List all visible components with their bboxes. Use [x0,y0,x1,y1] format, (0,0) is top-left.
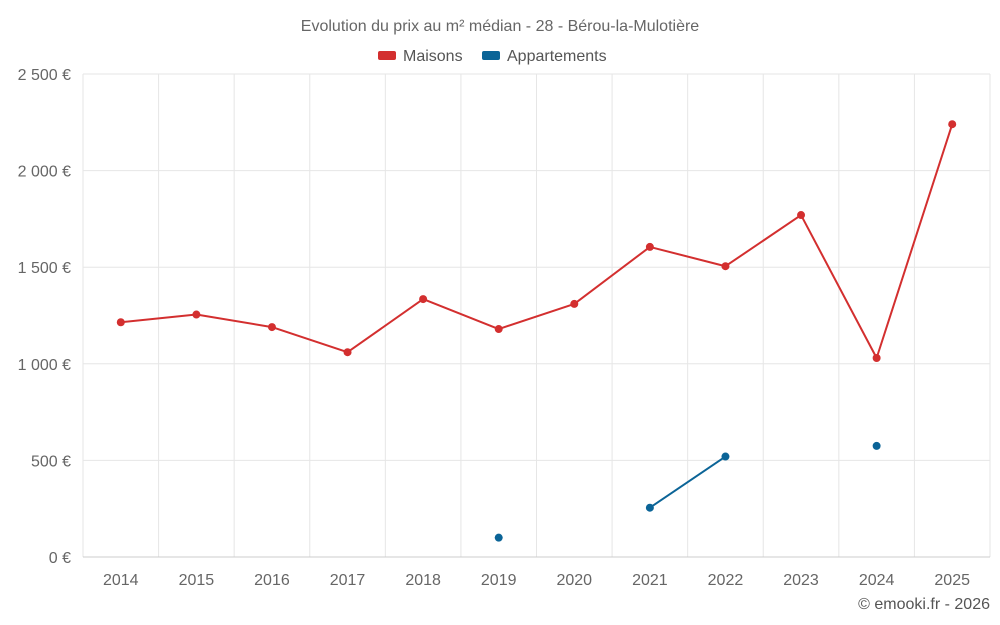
legend-item-maisons[interactable]: Maisons [378,48,463,65]
data-point-maisons[interactable] [267,323,276,332]
grid [82,73,991,557]
data-point-maisons[interactable] [797,211,806,220]
y-tick-label: 1 000 € [18,357,71,374]
data-point-appartements[interactable] [494,533,503,542]
data-point-maisons[interactable] [343,348,352,357]
y-tick-label: 2 000 € [18,164,71,181]
series-line-appartements [648,455,727,509]
legend-label-appartements: Appartements [507,48,607,65]
x-tick-label: 2025 [934,572,970,589]
x-tick-label: 2019 [481,572,517,589]
x-tick-label: 2023 [783,572,819,589]
data-point-appartements[interactable] [721,452,730,461]
x-tick-label: 2015 [179,572,215,589]
x-tick-label: 2021 [632,572,668,589]
data-point-maisons[interactable] [192,310,201,319]
legend-swatch-appartements [482,51,500,60]
y-tick-label: 2 500 € [18,67,71,84]
data-point-appartements[interactable] [645,503,654,512]
data-point-maisons[interactable] [116,318,125,327]
x-tick-label: 2020 [556,572,592,589]
legend-label-maisons: Maisons [403,48,463,65]
chart-title: Evolution du prix au m² médian - 28 - Bé… [301,18,700,35]
data-point-maisons[interactable] [948,120,957,129]
y-tick-label: 1 500 € [18,260,71,277]
series-appartements [494,441,881,542]
data-point-maisons[interactable] [419,295,428,304]
series-line-maisons [119,123,954,360]
x-tick-label: 2018 [405,572,441,589]
legend-swatch-maisons [378,51,396,60]
data-point-maisons[interactable] [494,325,503,334]
x-tick-label: 2022 [708,572,744,589]
y-tick-label: 0 € [49,550,71,567]
legend: Maisons Appartements [378,48,607,65]
data-point-maisons[interactable] [721,262,730,271]
data-point-maisons[interactable] [872,354,881,363]
data-point-appartements[interactable] [872,441,881,450]
x-tick-label: 2016 [254,572,290,589]
x-tick-label: 2017 [330,572,366,589]
series-layer [116,120,957,542]
legend-item-appartements[interactable]: Appartements [482,48,607,65]
y-tick-label: 500 € [31,453,71,470]
series-maisons [116,120,957,363]
data-point-maisons[interactable] [645,242,654,251]
data-point-maisons[interactable] [570,299,579,308]
x-tick-label: 2024 [859,572,895,589]
axes: 0 € 500 € 1 000 € 1 500 € 2 000 € 2 500 € 2014… [18,67,990,589]
x-tick-label: 2014 [103,572,139,589]
credit-text: © emooki.fr - 2026 [858,596,990,613]
